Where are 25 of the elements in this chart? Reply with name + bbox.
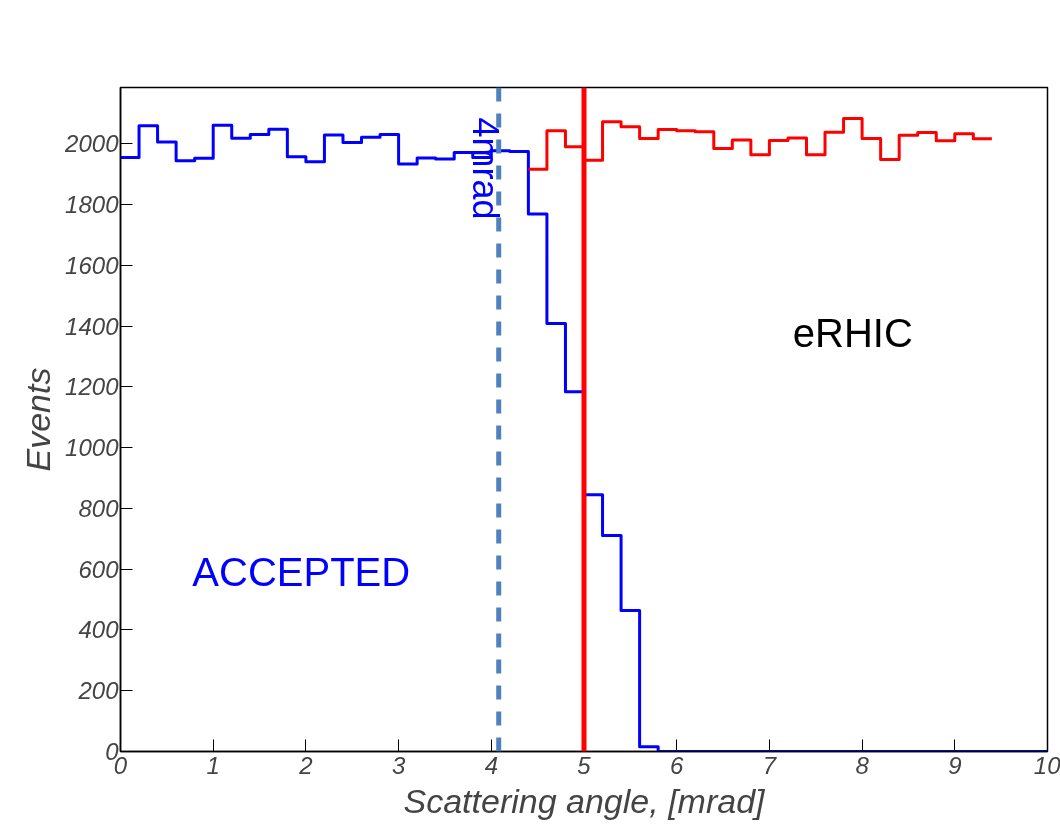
- x-tick-label: 1: [206, 751, 220, 779]
- x-tick-label: 3: [391, 751, 406, 779]
- y-tick-label: 1200: [65, 373, 120, 401]
- y-tick-label: 1800: [65, 191, 120, 218]
- annotation: eRHIC: [792, 311, 913, 356]
- x-tick-label: 4: [484, 751, 498, 779]
- x-axis-title: Scattering angle, [mrad]: [403, 781, 767, 820]
- y-tick-label: 1000: [65, 434, 120, 462]
- ref-line-label: 4mrad: [464, 117, 506, 220]
- y-tick-label: 1600: [65, 251, 120, 279]
- x-tick-label: 9: [948, 751, 962, 779]
- y-tick-label: 800: [78, 494, 120, 522]
- y-tick-label: 400: [78, 616, 120, 644]
- x-tick-label: 6: [670, 751, 685, 779]
- annotation: ACCEPTED: [192, 550, 411, 595]
- x-tick-label: 5: [577, 751, 592, 779]
- y-tick-label: 2000: [64, 130, 120, 158]
- y-tick-label: 1400: [65, 312, 120, 340]
- y-tick-label: 200: [77, 677, 120, 705]
- x-tick-label: 2: [298, 751, 313, 779]
- y-axis-title: Events: [19, 367, 58, 472]
- x-tick-label: 8: [855, 751, 870, 779]
- y-tick-label: 600: [78, 555, 120, 583]
- x-tick-label: 10: [1033, 751, 1060, 779]
- x-tick-label: 7: [762, 751, 778, 779]
